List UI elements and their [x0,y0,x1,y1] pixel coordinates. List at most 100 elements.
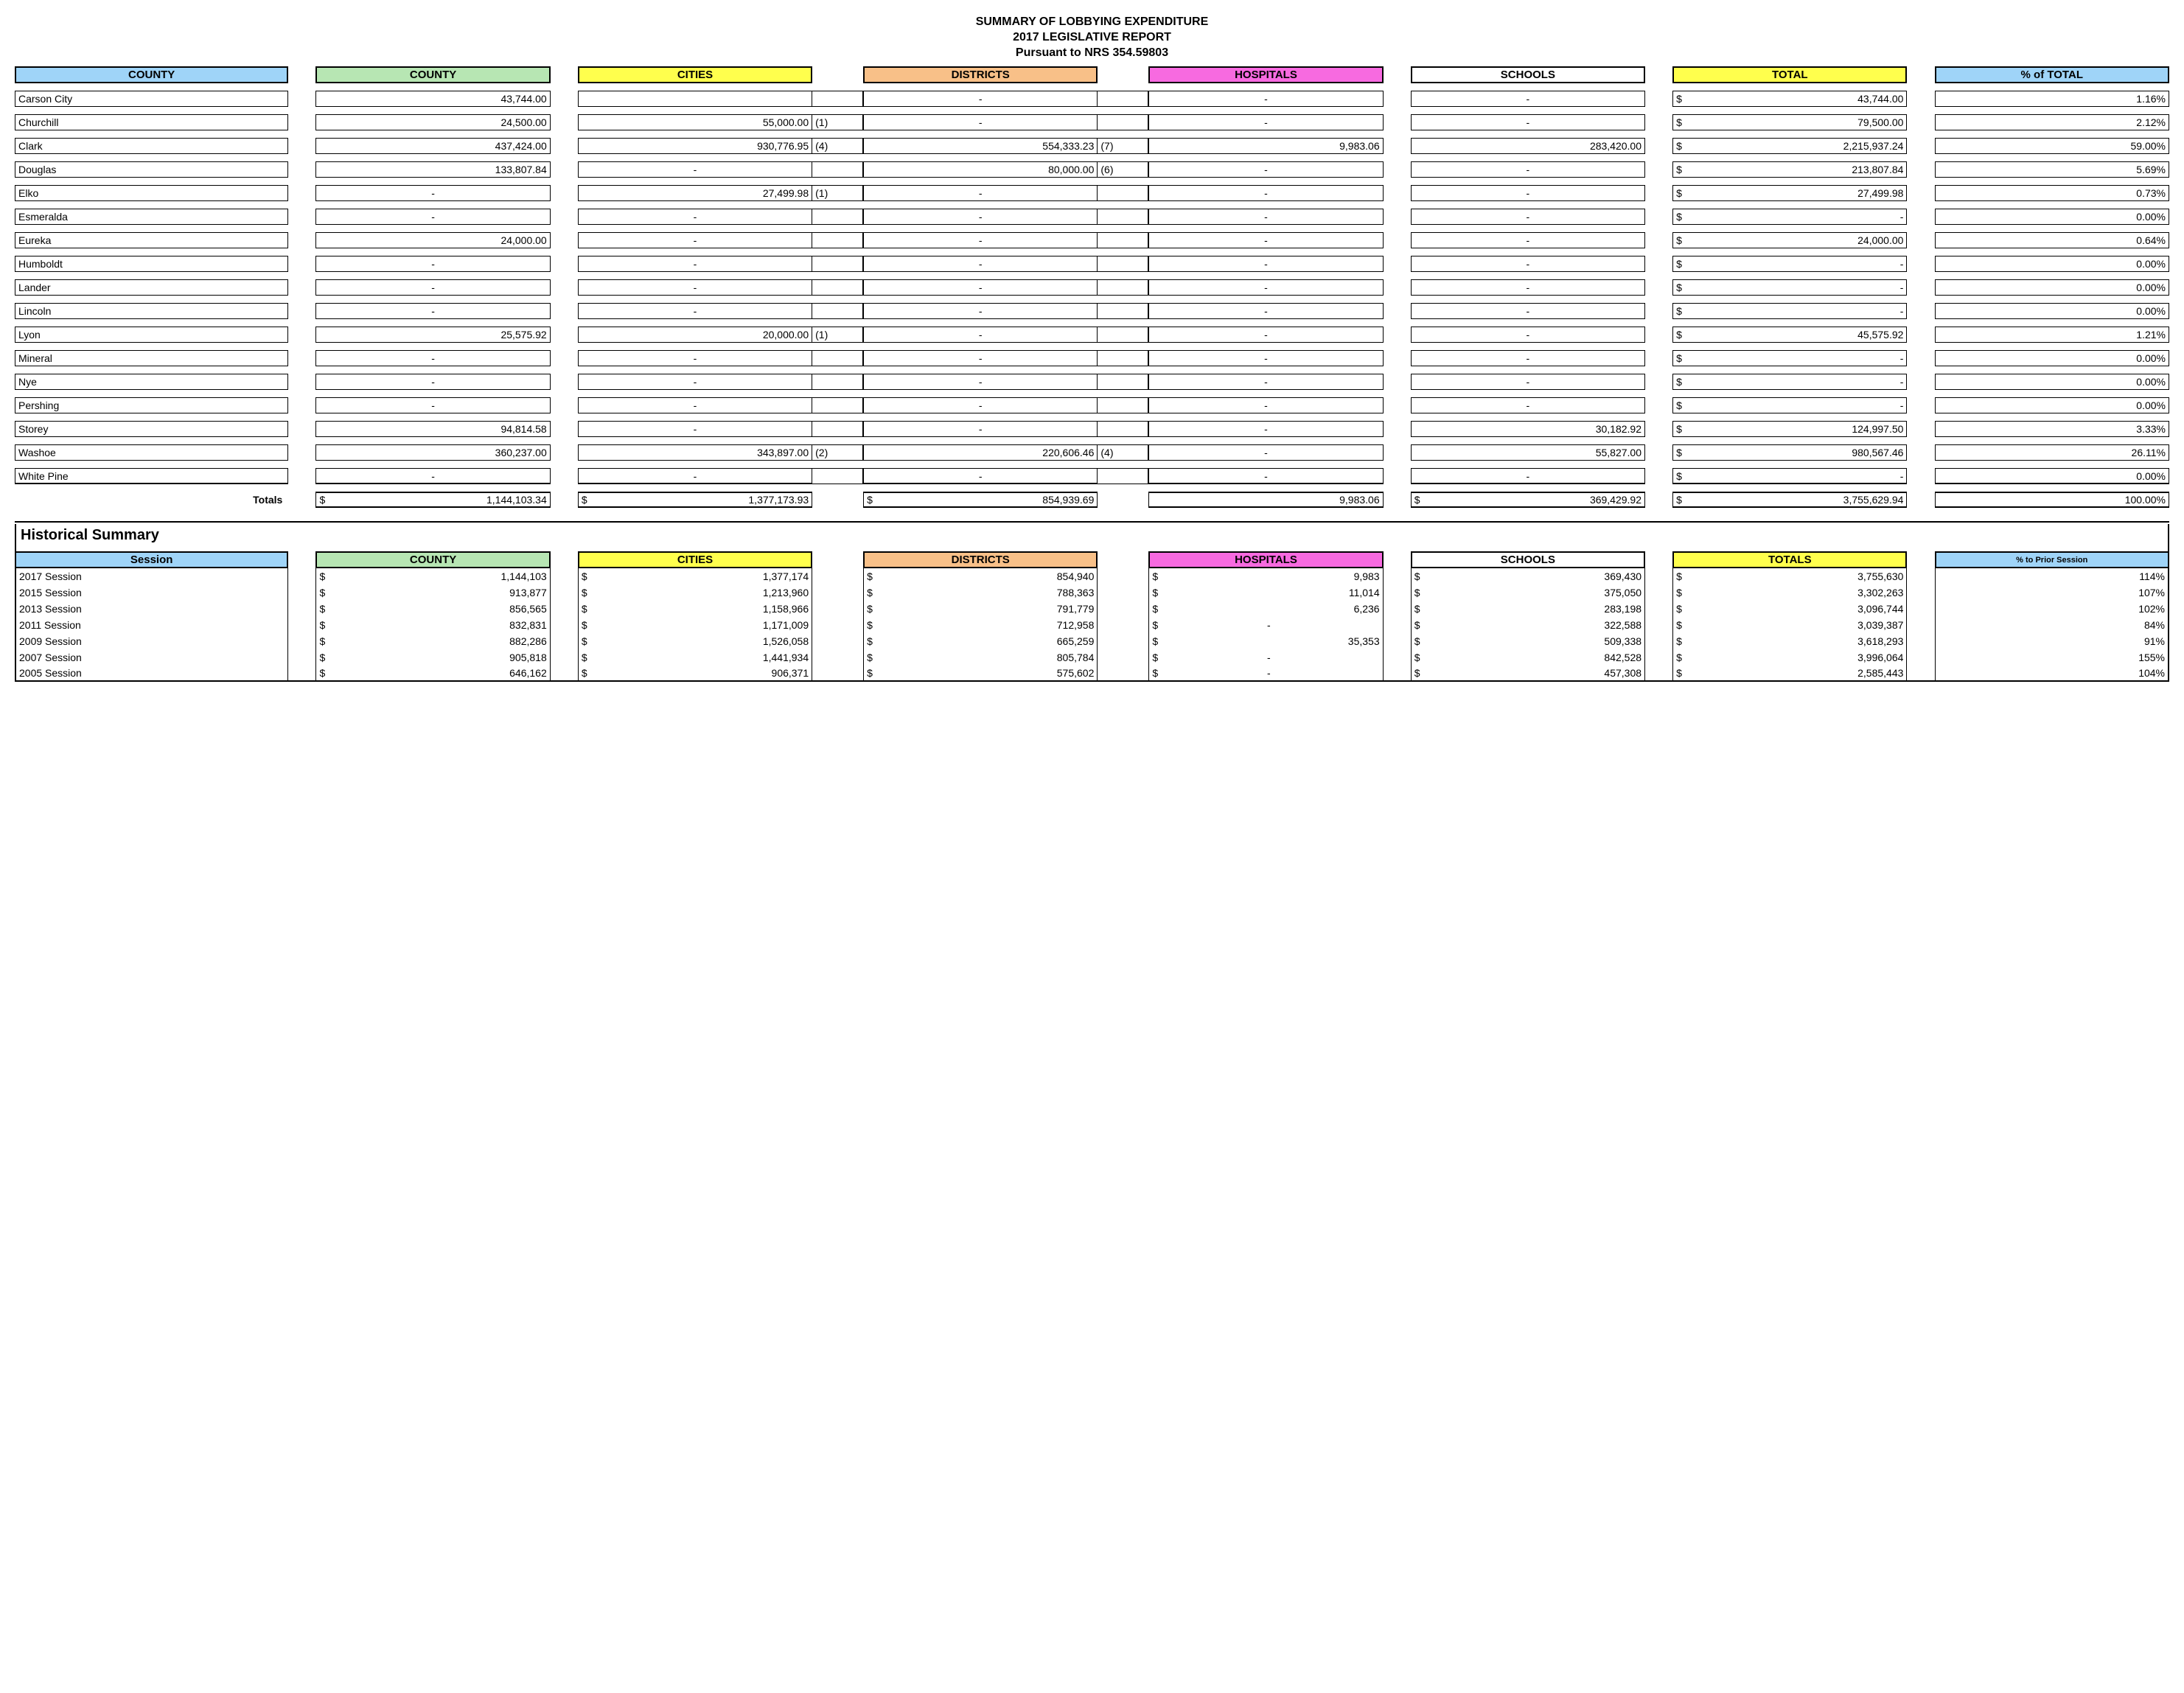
total-val: $- [1672,303,1907,319]
h-pct: 155% [1935,649,2169,666]
county-val: 24,000.00 [315,232,550,248]
schools-val: - [1411,209,1645,225]
schools-val: - [1411,397,1645,413]
total-val: $24,000.00 [1672,232,1907,248]
cities-note: (1) [812,114,863,130]
total-val: $45,575.92 [1672,327,1907,343]
tot-schools: $369,429.92 [1411,492,1645,508]
total-val: $2,215,937.24 [1672,138,1907,154]
hhdr-pct: % to Prior Session [1935,551,2169,568]
total-val: $- [1672,374,1907,390]
total-val: $43,744.00 [1672,91,1907,107]
districts-note [1098,350,1148,366]
title-line3: Pursuant to NRS 354.59803 [15,46,2169,61]
title-line2: 2017 LEGISLATIVE REPORT [15,30,2169,46]
h-county: $905,818 [315,649,550,666]
main-table: COUNTY COUNTY CITIES DISTRICTS HOSPITALS… [15,66,2169,682]
county-name: Pershing [15,397,288,413]
hospitals-val: - [1148,421,1383,437]
cities-note: (4) [812,138,863,154]
cities-val: - [578,303,812,319]
county-val: - [315,374,550,390]
county-name: Clark [15,138,288,154]
hdr-hospitals: HOSPITALS [1148,66,1383,83]
h-schools: $322,588 [1411,617,1645,633]
hdr-county-name: COUNTY [15,66,288,83]
h-schools: $842,528 [1411,649,1645,666]
county-row: Clark437,424.00930,776.95(4)554,333.23(7… [15,138,2169,154]
total-val: $213,807.84 [1672,161,1907,178]
hospitals-val: - [1148,397,1383,413]
hospitals-val: - [1148,350,1383,366]
districts-val: - [863,256,1098,272]
cities-note: (1) [812,327,863,343]
hospitals-val: - [1148,256,1383,272]
county-val: 360,237.00 [315,444,550,461]
tot-cities: $1,377,173.93 [578,492,812,508]
hhdr-session: Session [15,551,288,568]
pct-val: 0.00% [1935,256,2169,272]
hospitals-val: 9,983.06 [1148,138,1383,154]
total-val: $- [1672,256,1907,272]
county-row: Lincoln-----$-0.00% [15,303,2169,319]
pct-val: 1.16% [1935,91,2169,107]
districts-val: - [863,279,1098,296]
districts-note [1098,421,1148,437]
historical-row: 2011 Session$832,831$1,171,009$712,958$-… [15,617,2169,633]
schools-val: - [1411,279,1645,296]
pct-val: 0.64% [1935,232,2169,248]
h-county: $1,144,103 [315,568,550,584]
total-val: $- [1672,468,1907,484]
county-row: White Pine-----$-0.00% [15,468,2169,484]
county-val: 94,814.58 [315,421,550,437]
county-row: Esmeralda-----$-0.00% [15,209,2169,225]
totals-label: Totals [15,492,288,508]
districts-note: (4) [1098,444,1148,461]
county-row: Pershing-----$-0.00% [15,397,2169,413]
districts-note [1098,374,1148,390]
county-val: - [315,185,550,201]
districts-val: - [863,209,1098,225]
county-val: - [315,468,550,484]
h-pct: 114% [1935,568,2169,584]
h-totals: $3,996,064 [1672,649,1907,666]
tot-hospitals: 9,983.06 [1148,492,1383,508]
schools-val: - [1411,327,1645,343]
hdr-pct: % of TOTAL [1935,66,2169,83]
hhdr-hospitals: HOSPITALS [1148,551,1383,568]
schools-val: - [1411,185,1645,201]
schools-val: 283,420.00 [1411,138,1645,154]
total-val: $980,567.46 [1672,444,1907,461]
session-name: 2013 Session [15,601,288,617]
schools-val: - [1411,256,1645,272]
schools-val: - [1411,468,1645,484]
session-name: 2009 Session [15,633,288,649]
districts-val: - [863,350,1098,366]
county-name: Washoe [15,444,288,461]
cities-val: 27,499.98 [578,185,812,201]
h-districts: $665,259 [863,633,1098,649]
historical-row: 2017 Session$1,144,103$1,377,174$854,940… [15,568,2169,584]
hhdr-county: COUNTY [315,551,550,568]
hhdr-districts: DISTRICTS [863,551,1098,568]
schools-val: 30,182.92 [1411,421,1645,437]
h-cities: $1,158,966 [578,601,812,617]
h-county: $856,565 [315,601,550,617]
pct-val: 0.00% [1935,303,2169,319]
h-cities: $1,171,009 [578,617,812,633]
county-val: 437,424.00 [315,138,550,154]
districts-note [1098,397,1148,413]
cities-note [812,374,863,390]
districts-val: - [863,303,1098,319]
tot-total: $3,755,629.94 [1672,492,1907,508]
county-row: Storey94,814.58---30,182.92$124,997.503.… [15,421,2169,437]
schools-val: 55,827.00 [1411,444,1645,461]
h-cities: $1,526,058 [578,633,812,649]
county-name: Humboldt [15,256,288,272]
hhdr-totals: TOTALS [1672,551,1907,568]
cities-val: - [578,397,812,413]
districts-val: - [863,421,1098,437]
districts-val: - [863,232,1098,248]
h-districts: $805,784 [863,649,1098,666]
county-row: Carson City43,744.00---$43,744.001.16% [15,91,2169,107]
